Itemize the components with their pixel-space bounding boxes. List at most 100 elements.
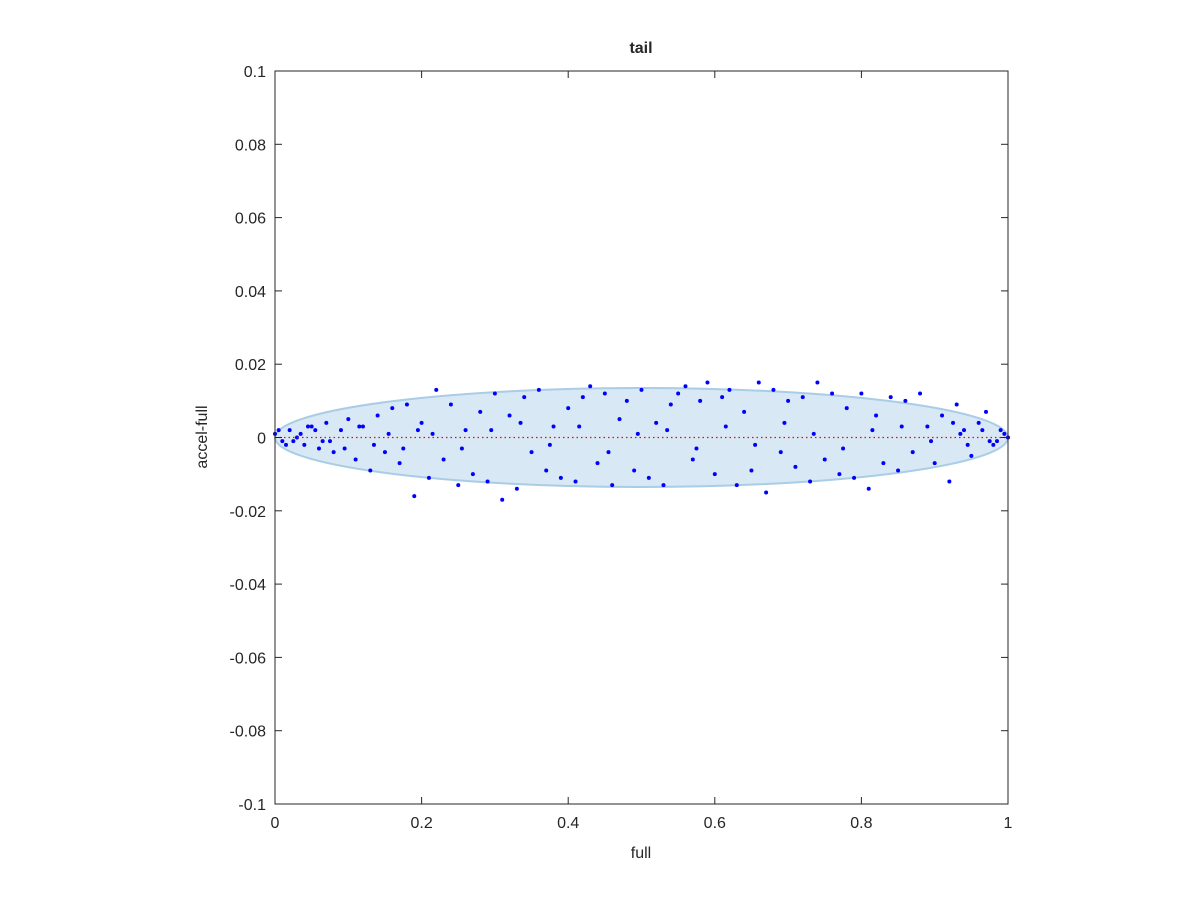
- y-tick-label: 0.02: [235, 357, 266, 374]
- point: [980, 428, 985, 433]
- point: [742, 409, 747, 414]
- point: [368, 468, 373, 473]
- point: [522, 395, 527, 400]
- point: [412, 494, 417, 499]
- point: [782, 420, 787, 425]
- point: [382, 450, 387, 455]
- chart-title: tail: [629, 40, 652, 57]
- y-tick-label: 0: [257, 431, 266, 448]
- point: [305, 424, 310, 429]
- point: [331, 450, 336, 455]
- point: [489, 428, 494, 433]
- point: [778, 450, 783, 455]
- point: [456, 483, 461, 488]
- point: [518, 420, 523, 425]
- point: [940, 413, 945, 418]
- point: [463, 428, 468, 433]
- point: [753, 442, 758, 447]
- point: [800, 395, 805, 400]
- point: [635, 431, 640, 436]
- point: [756, 380, 761, 385]
- x-tick-label: 0.8: [850, 815, 872, 832]
- point: [430, 431, 435, 436]
- x-tick-label: 0: [271, 815, 280, 832]
- point: [478, 409, 483, 414]
- point: [771, 387, 776, 392]
- point: [375, 413, 380, 418]
- point: [918, 391, 923, 396]
- point: [749, 468, 754, 473]
- point: [294, 435, 299, 440]
- point: [360, 424, 365, 429]
- point: [984, 409, 989, 414]
- point: [888, 395, 893, 400]
- point: [859, 391, 864, 396]
- point: [624, 398, 629, 403]
- point: [327, 439, 332, 444]
- point: [577, 424, 582, 429]
- point: [727, 387, 732, 392]
- point: [910, 450, 915, 455]
- point: [595, 461, 600, 466]
- point: [896, 468, 901, 473]
- point: [298, 431, 303, 436]
- point: [903, 398, 908, 403]
- y-tick-label: -0.04: [230, 577, 267, 594]
- point: [371, 442, 376, 447]
- point: [602, 391, 607, 396]
- point: [866, 486, 871, 491]
- point: [654, 420, 659, 425]
- point: [415, 428, 420, 433]
- point: [324, 420, 329, 425]
- point: [346, 417, 351, 422]
- y-tick-label: -0.02: [230, 504, 267, 521]
- y-tick-label: 0.04: [235, 284, 266, 301]
- point: [808, 479, 813, 484]
- point: [419, 420, 424, 425]
- point: [830, 391, 835, 396]
- point: [639, 387, 644, 392]
- point: [404, 402, 409, 407]
- point: [723, 424, 728, 429]
- point: [401, 446, 406, 451]
- point: [734, 483, 739, 488]
- point: [617, 417, 622, 422]
- point: [962, 428, 967, 433]
- point: [507, 413, 512, 418]
- point: [932, 461, 937, 466]
- point: [610, 483, 615, 488]
- point: [547, 442, 552, 447]
- point: [434, 387, 439, 392]
- point: [793, 464, 798, 469]
- x-tick-label: 1: [1004, 815, 1013, 832]
- point: [690, 457, 695, 462]
- y-tick-label: 0.1: [244, 64, 266, 81]
- point: [291, 439, 296, 444]
- point: [929, 439, 934, 444]
- point: [280, 439, 285, 444]
- point: [991, 442, 996, 447]
- point: [459, 446, 464, 451]
- point: [536, 387, 541, 392]
- point: [987, 439, 992, 444]
- point: [390, 406, 395, 411]
- point: [676, 391, 681, 396]
- point: [276, 428, 281, 433]
- point: [338, 428, 343, 433]
- y-tick-label: -0.06: [230, 650, 267, 667]
- y-tick-label: 0.08: [235, 137, 266, 154]
- point: [606, 450, 611, 455]
- point: [514, 486, 519, 491]
- point: [852, 475, 857, 480]
- point: [353, 457, 358, 462]
- point: [309, 424, 314, 429]
- point: [954, 402, 959, 407]
- point: [844, 406, 849, 411]
- point: [287, 428, 292, 433]
- point: [551, 424, 556, 429]
- point: [580, 395, 585, 400]
- point: [925, 424, 930, 429]
- point: [870, 428, 875, 433]
